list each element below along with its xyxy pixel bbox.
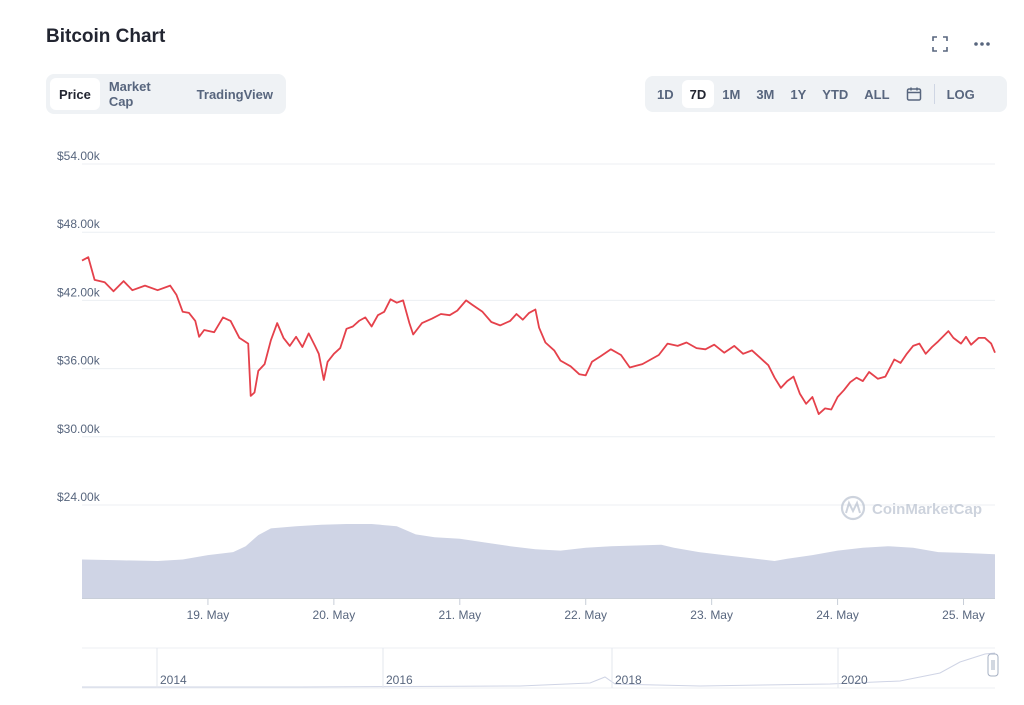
volume-area <box>82 524 995 598</box>
range-1y[interactable]: 1Y <box>790 86 807 102</box>
y-tick-label: $42.00k <box>57 285 101 299</box>
x-tick-label: 22. May <box>564 608 607 622</box>
price-line <box>81 256 996 415</box>
time-range-selector: 1D 7D 1M 3M 1Y YTD ALL LOG <box>645 76 1007 112</box>
range-1d[interactable]: 1D <box>657 86 674 102</box>
range-ytd[interactable]: YTD <box>822 86 849 102</box>
fullscreen-icon[interactable] <box>930 34 950 54</box>
more-icon[interactable] <box>972 34 992 54</box>
navigator-tick-label: 2020 <box>841 673 868 687</box>
range-3m[interactable]: 3M <box>756 86 775 102</box>
watermark-text: CoinMarketCap <box>872 501 982 518</box>
tab-tradingview[interactable]: TradingView <box>196 86 273 102</box>
x-tick-label: 23. May <box>690 608 733 622</box>
navigator-handle[interactable] <box>987 653 999 677</box>
y-axis-ticks: $54.00k $48.00k $42.00k $36.00k $30.00k $24.0… <box>57 149 101 504</box>
chart-type-tabs: Price Market Cap TradingView <box>46 74 286 114</box>
coinmarketcap-watermark: CoinMarketCap <box>840 495 982 521</box>
x-tick-label: 20. May <box>313 608 356 622</box>
y-tick-label: $54.00k <box>57 149 101 163</box>
grid-lines <box>82 163 995 506</box>
range-7d[interactable]: 7D <box>681 80 715 108</box>
y-tick-label: $24.00k <box>57 490 101 504</box>
range-1m[interactable]: 1M <box>722 86 741 102</box>
y-tick-label: $30.00k <box>57 422 101 436</box>
y-tick-label: $36.00k <box>57 354 101 368</box>
x-axis-ticks: 19. May 20. May 21. May 22. May 23. May 24. M… <box>187 598 985 622</box>
x-tick-label: 21. May <box>438 608 481 622</box>
log-scale-toggle[interactable]: LOG <box>933 84 983 104</box>
navigator-line <box>82 652 996 688</box>
x-tick-label: 24. May <box>816 608 859 622</box>
calendar-icon[interactable] <box>898 80 930 108</box>
navigator-tick-label: 2014 <box>160 673 187 687</box>
header-actions <box>930 34 992 54</box>
range-all[interactable]: ALL <box>864 86 890 102</box>
page-title: Bitcoin Chart <box>46 26 166 47</box>
navigator-tick-label: 2018 <box>615 673 642 687</box>
navigator-ticks: 2014 2016 2018 2020 <box>156 648 868 688</box>
navigator-tick-label: 2016 <box>386 673 413 687</box>
range-navigator[interactable]: 2014 2016 2018 2020 <box>82 647 999 689</box>
tab-price[interactable]: Price <box>50 78 100 110</box>
x-tick-label: 19. May <box>187 608 230 622</box>
x-tick-label: 25. May <box>942 608 985 622</box>
y-tick-label: $48.00k <box>57 217 101 231</box>
tab-market-cap[interactable]: Market Cap <box>108 79 151 109</box>
